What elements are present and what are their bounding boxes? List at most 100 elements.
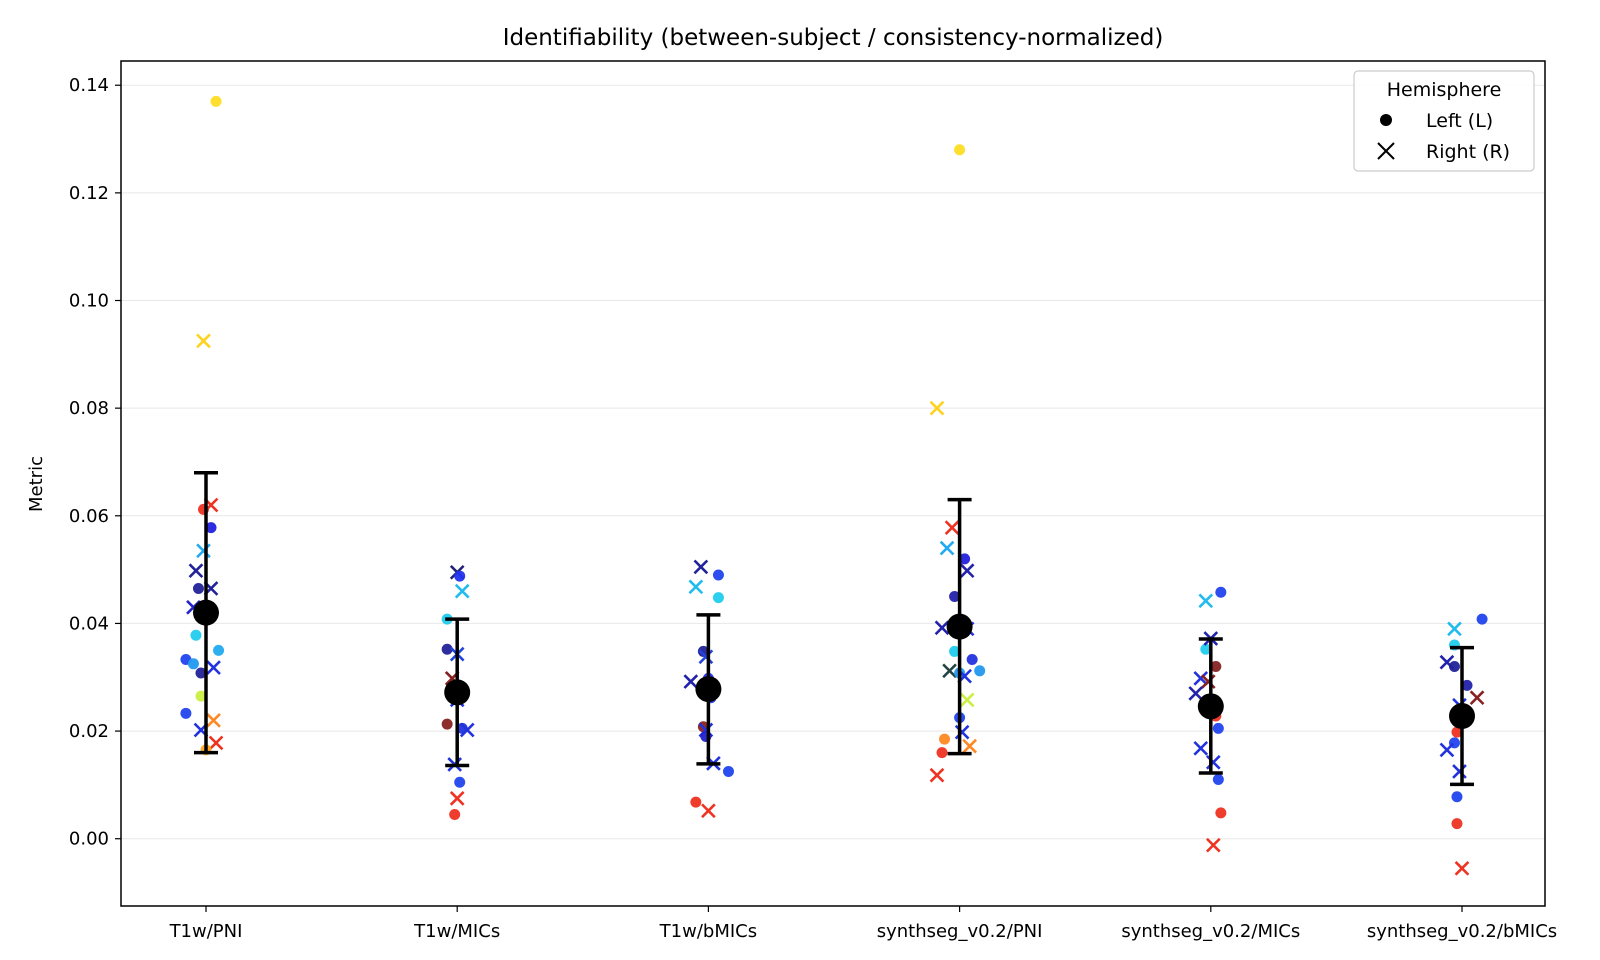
x-tick-label: synthseg_v0.2/MICs [1121, 921, 1300, 942]
mean-marker [444, 679, 471, 706]
data-point-left [195, 690, 207, 702]
data-point-left [939, 733, 951, 745]
data-point-right [683, 674, 699, 689]
y-axis: 0.00 0.02 0.04 0.06 0.08 0.10 0.12 0.14 [69, 75, 121, 850]
data-point-left [697, 645, 709, 657]
data-point-right [934, 620, 950, 636]
x-tick-label: synthseg_v0.2/bMICs [1367, 921, 1557, 942]
data-point-right [962, 738, 977, 754]
data-point-left [954, 144, 966, 156]
data-point-right [1439, 742, 1455, 758]
mean-marker [193, 599, 219, 626]
data-point-left [722, 765, 734, 777]
data-point-right [449, 791, 465, 806]
data-point-left [210, 95, 222, 107]
legend-title: Hemisphere [1387, 79, 1502, 101]
data-point-right [1188, 686, 1204, 701]
x-tick-label: T1w/PNI [169, 921, 243, 942]
data-point-left [959, 553, 971, 565]
data-point-right [1205, 837, 1221, 853]
x-tick-label: synthseg_v0.2/PNI [877, 921, 1043, 942]
data-point-right [929, 400, 945, 416]
y-tick-label: 0.04 [69, 613, 109, 634]
legend-circle-marker [1380, 114, 1392, 126]
data-point-right [1447, 621, 1462, 637]
data-point-left [1210, 660, 1222, 672]
data-point-right [1193, 740, 1209, 756]
x-tick-label: T1w/MICs [413, 921, 500, 942]
data-point-left [1212, 774, 1224, 786]
legend: Hemisphere Left (L) Right (R) [1353, 70, 1535, 172]
data-point-right [1193, 670, 1209, 686]
data-point-right [701, 803, 716, 819]
data-point-left [936, 747, 948, 759]
data-point-right [939, 540, 955, 556]
mean-marker [695, 676, 722, 703]
data-point-right [454, 583, 470, 599]
x-axis: T1w/PNI T1w/MICs T1w/bMICs synthseg_v0.2/PN… [169, 906, 1557, 942]
data-point-left [1215, 586, 1227, 598]
data-point-left [454, 570, 466, 582]
y-tick-label: 0.02 [69, 721, 109, 742]
data-point-right [944, 520, 960, 535]
data-point-left [690, 796, 702, 808]
data-point-left [1212, 722, 1224, 734]
data-point-left [1448, 660, 1460, 672]
data-point-right [688, 579, 704, 595]
data-point-left [712, 592, 724, 604]
data-point-left [712, 569, 724, 581]
data-point-left [1451, 791, 1463, 803]
data-point-left [213, 644, 225, 656]
data-point-right [208, 735, 224, 751]
data-point-right [206, 660, 221, 675]
data-point-right [942, 663, 957, 679]
data-point-right [459, 722, 475, 738]
grid-layer [121, 84, 1545, 840]
legend-x-marker [1377, 142, 1395, 160]
data-point-right [1469, 690, 1485, 706]
data-point-right [188, 563, 204, 579]
data-point-right [196, 333, 211, 349]
plot-frame [120, 60, 1546, 907]
data-point-left [205, 522, 217, 534]
data-point-left [966, 653, 978, 665]
chart-title: Identifiability (between-subject / consi… [503, 25, 1164, 51]
y-tick-label: 0.14 [69, 75, 109, 96]
y-tick-label: 0.08 [69, 398, 109, 419]
data-point-left [187, 658, 199, 670]
data-point-right [959, 563, 975, 579]
y-tick-label: 0.00 [69, 829, 109, 850]
data-points [180, 95, 1488, 876]
data-point-left [949, 591, 961, 603]
legend-box [1353, 70, 1535, 172]
y-tick-label: 0.06 [69, 506, 109, 527]
y-tick-label: 0.12 [69, 183, 109, 204]
data-point-left [1451, 726, 1463, 738]
data-point-left [449, 809, 461, 821]
data-point-right [1454, 860, 1470, 876]
data-point-left [454, 776, 466, 788]
data-point-left [974, 665, 986, 677]
summary-markers [193, 470, 1475, 787]
data-point-left [441, 718, 453, 730]
data-point-left [441, 643, 453, 655]
data-point-left [1200, 643, 1212, 655]
mean-marker [946, 613, 973, 640]
data-point-right [206, 712, 221, 728]
data-point-right [693, 559, 709, 575]
x-tick-label: T1w/bMICs [659, 921, 757, 942]
mean-marker [1449, 703, 1475, 730]
data-point-left [1215, 807, 1227, 819]
data-point-left [1476, 613, 1488, 625]
data-point-left [1461, 679, 1473, 691]
data-point-right [959, 692, 975, 708]
data-point-right [1198, 593, 1214, 609]
y-tick-label: 0.10 [69, 291, 109, 312]
y-axis-label: Metric [26, 456, 47, 512]
data-point-left [949, 645, 961, 657]
data-point-left [195, 667, 207, 679]
legend-entry-right: Right (R) [1426, 141, 1510, 163]
mean-marker [1197, 693, 1224, 720]
data-point-left [192, 582, 204, 594]
